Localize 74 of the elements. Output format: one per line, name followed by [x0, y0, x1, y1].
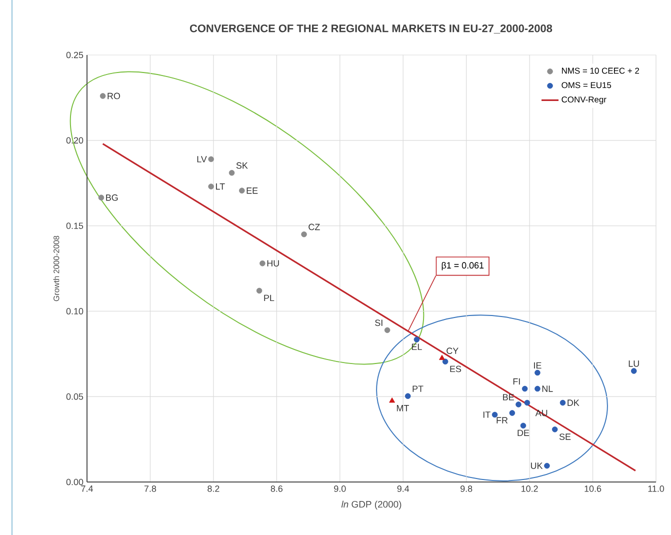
legend-label: NMS = 10 CEEC + 2 [562, 68, 640, 74]
point [389, 397, 396, 403]
x-tick-label: 11.0 [648, 486, 664, 492]
point [100, 93, 106, 99]
point [524, 400, 530, 406]
annotation: IE [534, 362, 542, 368]
point [442, 358, 448, 364]
point [301, 231, 307, 238]
annotation: BE [503, 394, 514, 400]
point [260, 260, 266, 266]
annotation: LU [628, 360, 639, 367]
point [544, 462, 550, 469]
annotation: HU [267, 260, 279, 267]
annotation: LT [216, 183, 225, 190]
y-tick-label: 0.05 [66, 393, 84, 400]
annotation: MT [396, 405, 409, 412]
annotation: LV [197, 156, 207, 162]
annotation: PL [264, 294, 274, 302]
x-tick-label: 7.8 [144, 486, 156, 492]
point [228, 170, 235, 176]
legend-label: OMS = EU15 [562, 82, 612, 88]
point [534, 386, 540, 392]
point [552, 426, 558, 432]
annotation: IT [483, 412, 490, 418]
annotation: CZ [308, 224, 320, 230]
x-tick-label: 10.2 [522, 486, 538, 492]
y-tick-label: 0.00 [66, 478, 84, 486]
point [439, 354, 445, 360]
point [256, 288, 262, 294]
point [522, 386, 528, 392]
chart-title: CONVERGENCE OF THE 2 REGIONAL MARKETS IN EU-27_2000-2008 [190, 24, 552, 34]
point [208, 184, 214, 190]
annotation: PT [412, 386, 424, 392]
x-tick-label: 10.6 [584, 486, 602, 492]
point [560, 400, 566, 406]
annotation: NL [542, 386, 553, 392]
point [414, 336, 420, 342]
point [239, 188, 245, 194]
annotation: SE [559, 434, 571, 440]
x-tick-label: 9.4 [397, 486, 410, 492]
point [509, 410, 516, 416]
annotation: SK [236, 162, 248, 169]
x-axis-title: ln GDP (2000) [341, 500, 402, 510]
x-tick-label: 8.2 [208, 486, 220, 492]
annotation: BG [106, 194, 118, 201]
point [492, 412, 498, 418]
annotation: EL [412, 344, 422, 350]
point [534, 370, 540, 376]
annotation: EE [246, 188, 258, 194]
point [630, 368, 637, 374]
point [208, 156, 214, 162]
annotation: FI [513, 378, 520, 385]
x-tick-label: 9.8 [460, 486, 472, 492]
point [520, 422, 526, 429]
annotation: CY [446, 348, 458, 354]
x-tick-label: 7.4 [81, 486, 93, 492]
x-tick-label: 9.0 [334, 486, 346, 492]
annotation: RO [108, 92, 120, 100]
point [404, 393, 411, 399]
annotation: FR [496, 417, 508, 424]
annotation: UK [530, 462, 543, 469]
point [516, 402, 522, 408]
point [384, 327, 390, 334]
x-tick-label: 8.6 [270, 486, 283, 492]
annotation: DK [568, 400, 580, 406]
y-tick-label: 0.15 [66, 222, 84, 229]
y-tick-label: 0.10 [66, 308, 84, 314]
annotation: ES [450, 366, 462, 372]
y-tick-label: 0.25 [66, 52, 84, 58]
point [98, 194, 104, 201]
annotation: DE [518, 430, 530, 436]
legend-label: CONV-Regr [562, 96, 606, 104]
annotation: SI [375, 320, 382, 326]
annotation: β1 = 0.061 [442, 262, 484, 270]
